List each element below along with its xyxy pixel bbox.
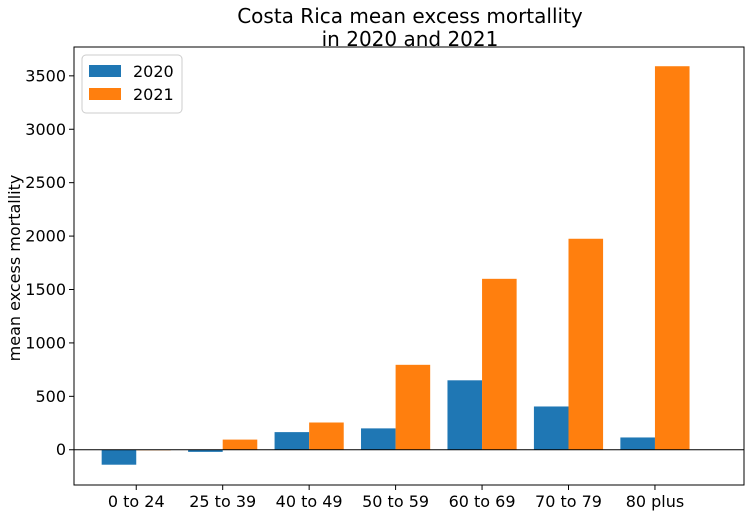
bar-2020-4	[447, 380, 483, 450]
y-tick-label-1: 500	[35, 387, 66, 406]
x-tick-label-3: 50 to 59	[362, 492, 429, 511]
y-tick-label-3: 1500	[25, 280, 66, 299]
bar-2021-6	[654, 66, 690, 450]
x-tick-label-1: 25 to 39	[189, 492, 256, 511]
y-axis-label: mean excess mortallity	[5, 175, 24, 362]
bar-2021-2	[309, 422, 344, 450]
bar-2021-1	[222, 439, 258, 450]
y-tick-label-2: 1000	[25, 333, 66, 352]
y-tick-label-4: 2000	[25, 227, 66, 246]
x-tick-label-6: 80 plus	[626, 492, 685, 511]
y-tick-label-7: 3500	[25, 66, 66, 85]
bars-group	[101, 66, 690, 465]
bar-2020-2	[274, 432, 310, 450]
y-tick-label-6: 3000	[25, 120, 66, 139]
bar-2020-0	[101, 449, 137, 465]
bar-2021-5	[568, 238, 604, 450]
bar-2020-3	[361, 428, 396, 450]
legend-label-2021: 2021	[133, 85, 174, 104]
y-tick-label-0: 0	[56, 440, 66, 459]
bar-2020-6	[620, 437, 655, 450]
bar-2020-1	[188, 449, 223, 452]
y-tick-label-5: 2500	[25, 173, 66, 192]
x-axis-ticks: 0 to 24 25 to 39 40 to 49 50 to 59 60 to 69 7…	[108, 485, 684, 511]
plot-frame	[73, 46, 745, 486]
x-tick-label-5: 70 to 79	[535, 492, 602, 511]
y-axis-ticks: 0 500 1000 1500 2000 2500 3000 3500	[25, 66, 74, 459]
x-tick-label-0: 0 to 24	[108, 492, 165, 511]
legend-label-2020: 2020	[133, 62, 174, 81]
bar-2021-4	[482, 278, 517, 450]
chart-title-line-1: Costa Rica mean excess mortallity	[237, 4, 583, 28]
x-tick-label-4: 60 to 69	[449, 492, 516, 511]
bar-2021-3	[395, 364, 431, 450]
x-tick-label-2: 40 to 49	[276, 492, 343, 511]
legend: 2020 2021	[81, 54, 183, 114]
bar-2020-5	[533, 406, 569, 450]
legend-swatch-2021	[89, 88, 121, 100]
legend-swatch-2020	[89, 65, 121, 77]
